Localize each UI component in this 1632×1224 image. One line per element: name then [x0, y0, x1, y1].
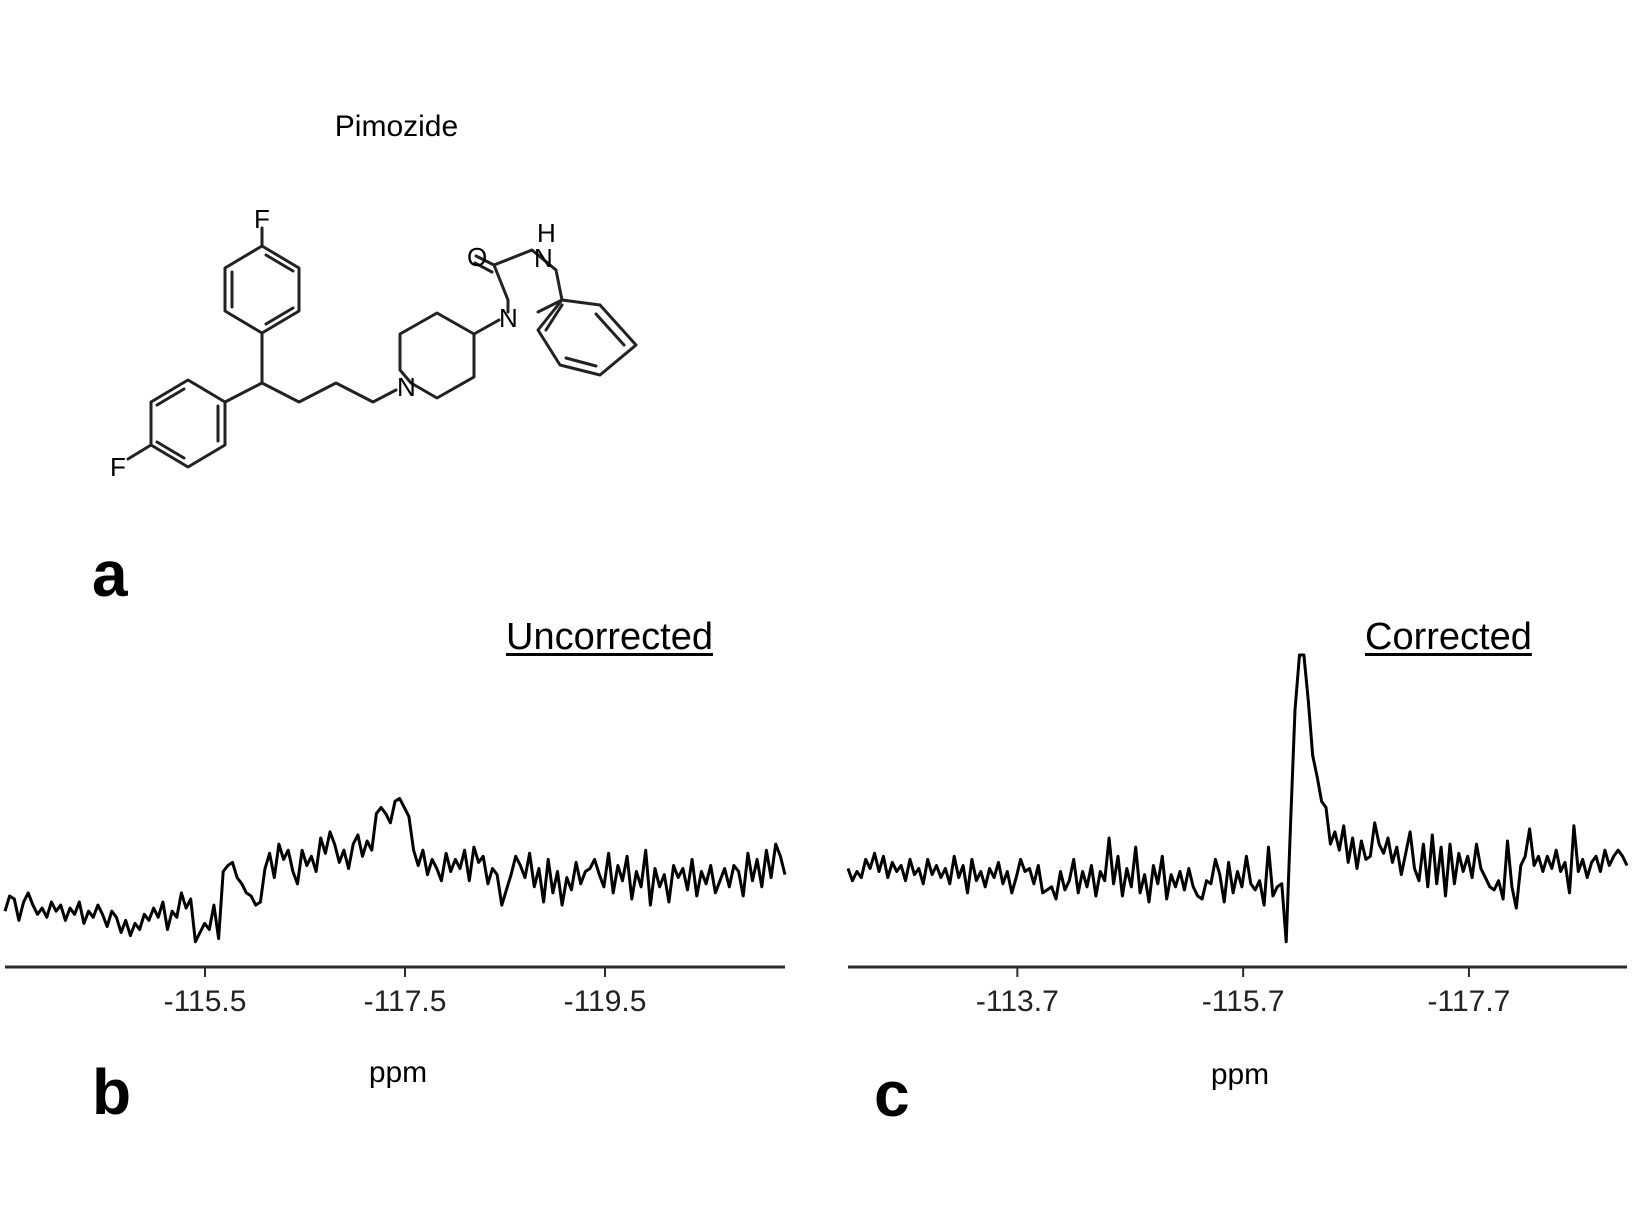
x-tick-label: -117.5 — [364, 985, 447, 1018]
panel-label-a: a — [92, 538, 128, 610]
panel-label-b: b — [92, 1056, 132, 1128]
x-tick-label: -113.7 — [976, 985, 1059, 1018]
upper-fluorophenyl-ring — [223, 244, 301, 335]
atom-label-h: H — [537, 218, 556, 248]
atom-label-n-imidazole: N — [499, 303, 518, 333]
spectrum-series-line — [846, 653, 1629, 944]
butyl-chain — [260, 381, 398, 404]
atom-label-f-bottom: F — [110, 452, 126, 482]
x-axis-label-c: ppm — [1210, 1058, 1270, 1091]
pimozide-structure — [126, 226, 638, 469]
x-tick-label: -117.7 — [1428, 985, 1511, 1018]
spectrum-chart-corrected: -113.7 -115.7 -117.7 — [846, 653, 1629, 1018]
spectrum-series-line — [3, 796, 787, 944]
atom-label-n-piperidine: N — [397, 372, 416, 402]
chart-title-uncorrected: Uncorrected — [506, 616, 713, 658]
x-axis-label-b: ppm — [368, 1056, 428, 1089]
benzo-ring — [536, 298, 638, 377]
compound-name: Pimozide — [334, 110, 459, 143]
atom-label-o: O — [467, 242, 488, 272]
lower-f-bond — [126, 443, 153, 461]
lower-fluorophenyl-ring — [149, 378, 227, 469]
x-tick-label: -119.5 — [564, 985, 647, 1018]
piperidine-ring — [398, 311, 476, 400]
spectrum-chart-uncorrected: -115.5 -117.5 -119.5 — [3, 796, 787, 1018]
atom-label-nh: N — [534, 243, 553, 273]
atom-label-f-top: F — [254, 204, 270, 234]
x-tick-label: -115.5 — [164, 985, 247, 1018]
chart-title-corrected: Corrected — [1365, 616, 1532, 658]
x-tick-label: -115.7 — [1202, 985, 1285, 1018]
panel-label-c: c — [874, 1058, 910, 1130]
